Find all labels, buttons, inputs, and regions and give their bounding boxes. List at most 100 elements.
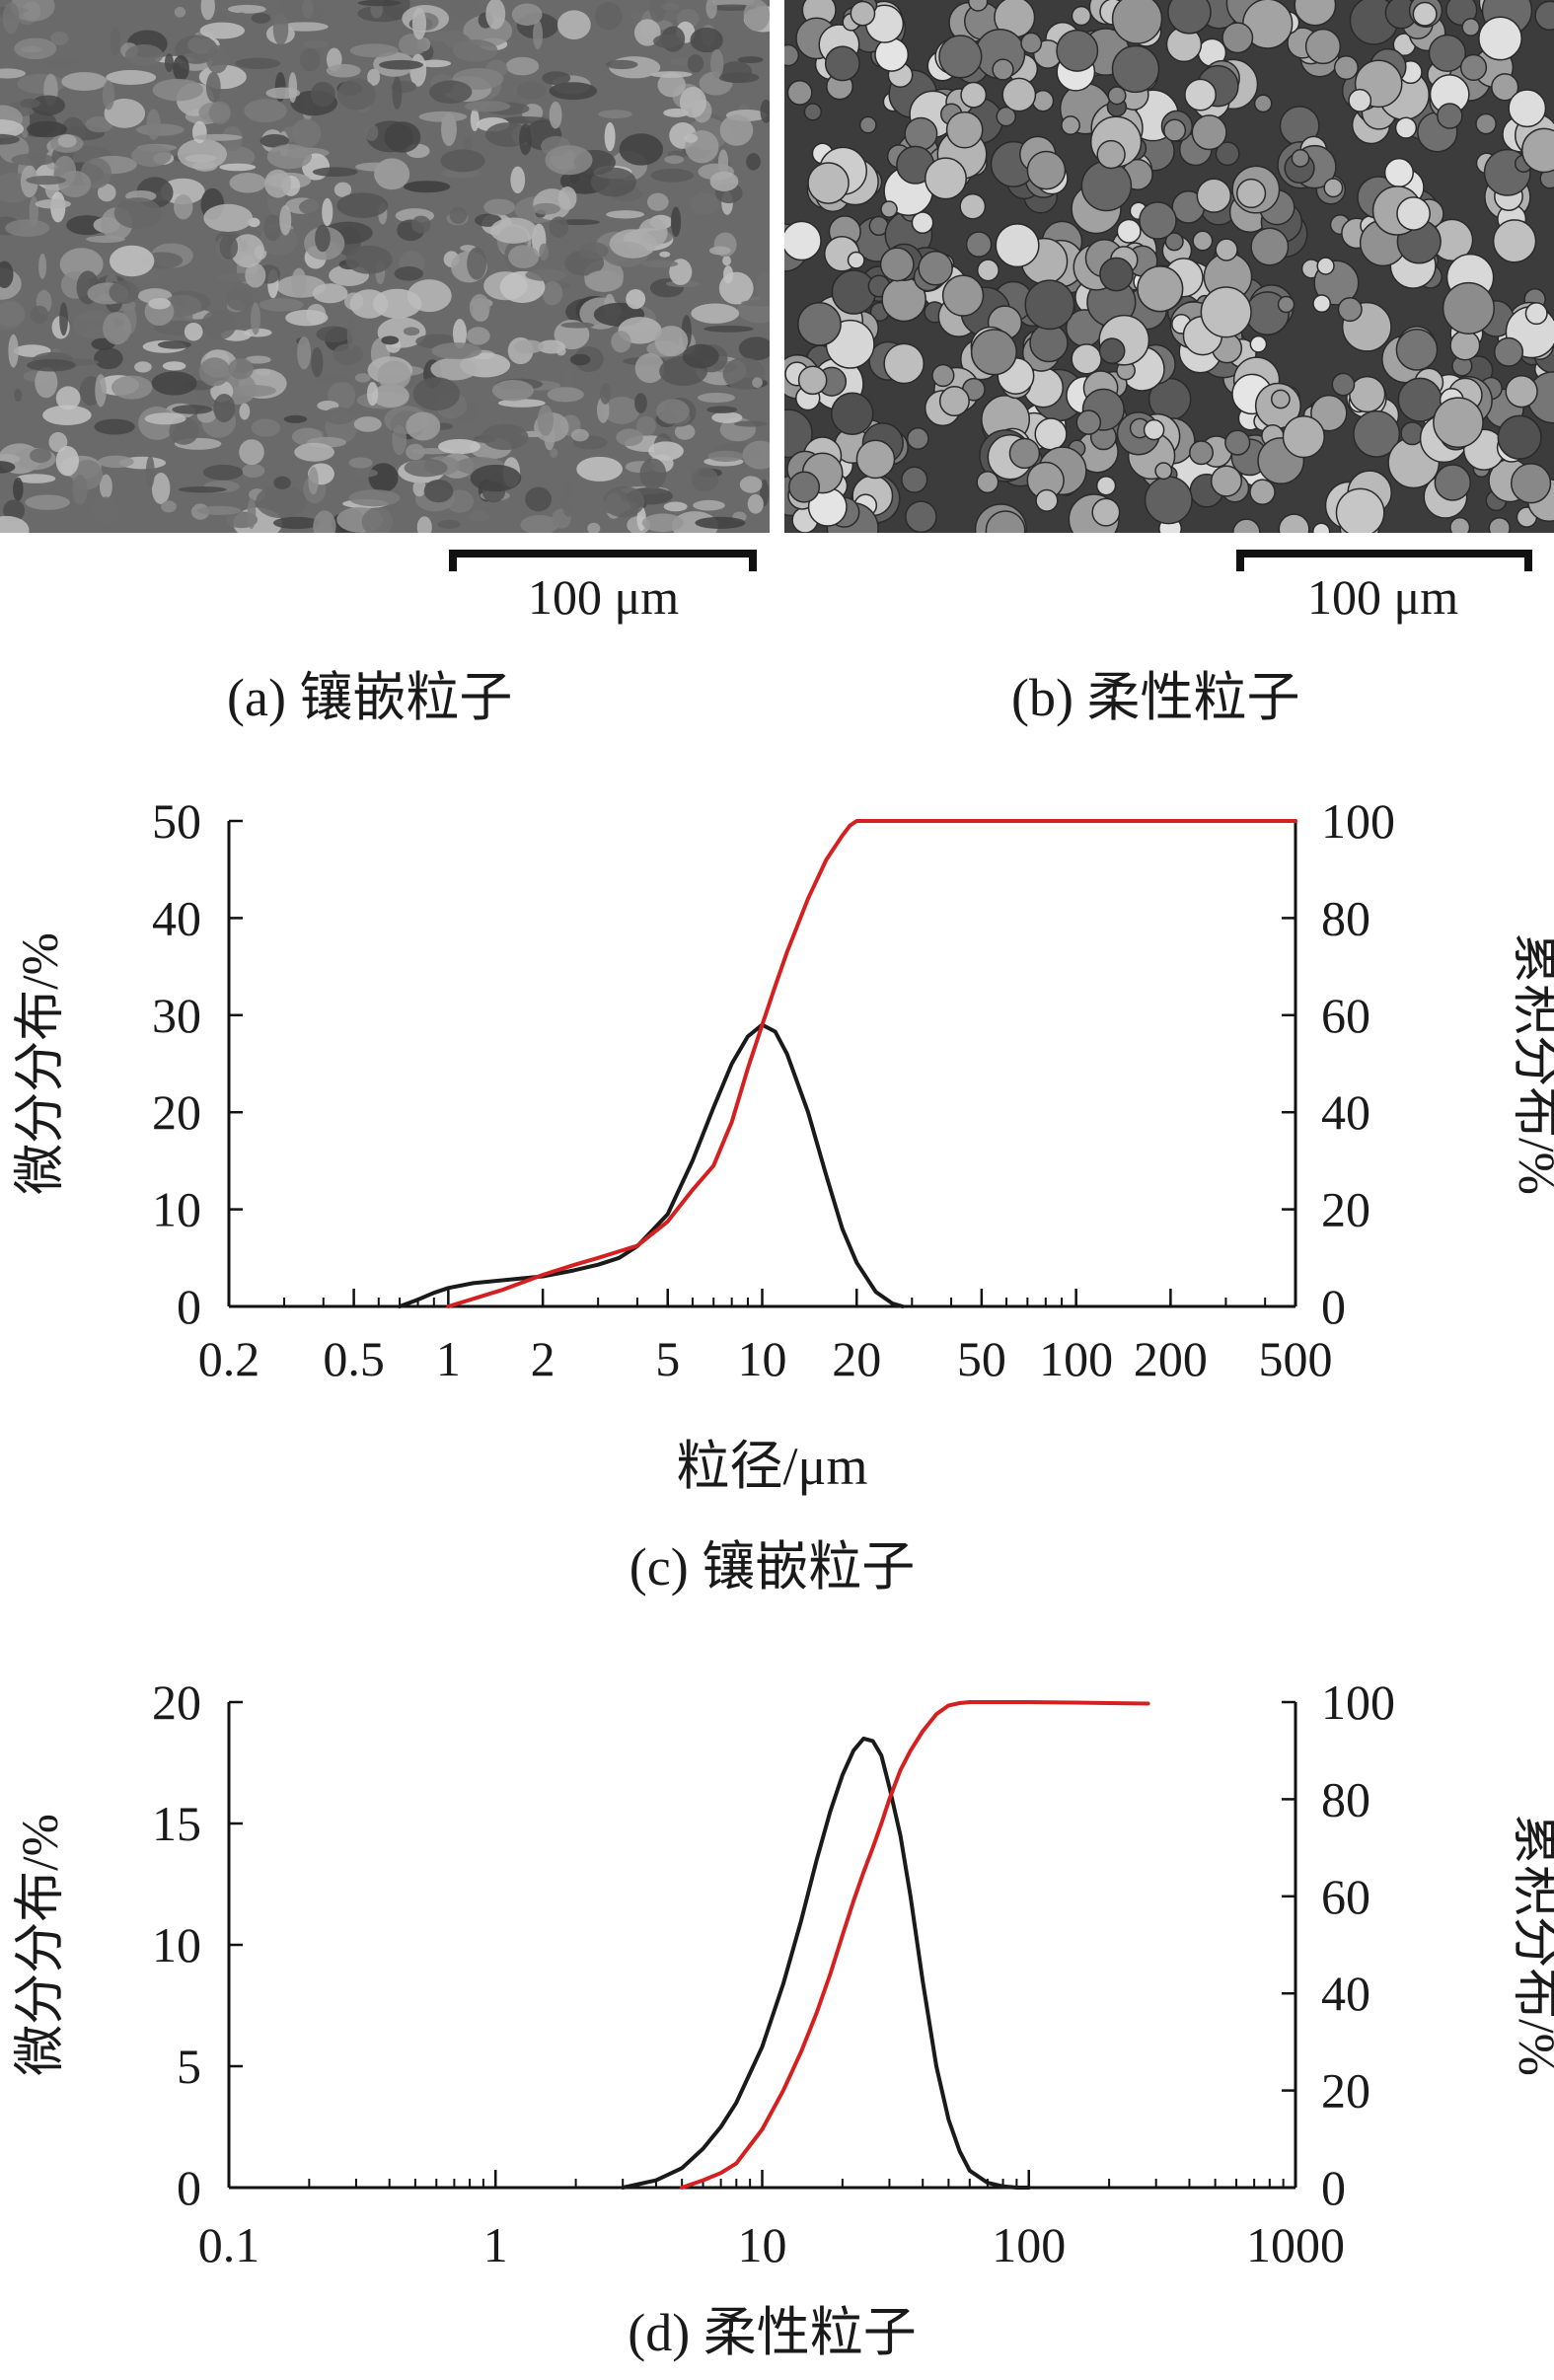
sem-grain [245, 262, 266, 288]
differential-distribution-line [621, 1736, 1031, 2190]
sem-particle [1253, 94, 1273, 113]
sem-grain [467, 247, 487, 280]
sem-grain [259, 298, 304, 312]
sem-grain [291, 267, 307, 298]
sem-grain [619, 133, 664, 166]
sem-grain [38, 253, 47, 279]
sem-particle [786, 79, 813, 106]
sem-particle [1167, 0, 1212, 35]
sem-particle [1491, 73, 1519, 102]
sem-grain [313, 510, 336, 533]
y-right-tick-label: 20 [1321, 2063, 1370, 2119]
sem-grain [152, 78, 203, 102]
sem-grain [604, 121, 616, 152]
sem-grain [16, 474, 56, 483]
sem-particle [1353, 409, 1401, 458]
sem-particle [1459, 53, 1488, 82]
sem-grain [230, 234, 265, 268]
sem-particle [1493, 336, 1524, 367]
sem-particle [1191, 114, 1227, 151]
sem-grain [708, 246, 731, 256]
sem-grain [743, 0, 770, 32]
x-tick-label: 1000 [1246, 2217, 1345, 2272]
sem-particle [1395, 329, 1439, 371]
sem-grain [10, 0, 55, 22]
sem-grain [299, 47, 321, 72]
differential-distribution-line [398, 1022, 905, 1308]
sem-particle [960, 81, 988, 109]
sem-grain [510, 166, 526, 194]
sem-grain [654, 326, 689, 357]
sem-texture-a [0, 0, 770, 533]
sem-grain [550, 448, 558, 459]
x-tick-label: 20 [832, 1331, 881, 1386]
sem-grain [470, 464, 522, 492]
sem-grain [29, 448, 52, 464]
sem-grain [315, 224, 331, 253]
sem-grain [670, 206, 682, 237]
sem-grain [283, 414, 308, 423]
sem-grain [312, 167, 358, 178]
y-right-tick-label: 60 [1321, 988, 1370, 1043]
sem-particle [1035, 488, 1059, 512]
sem-grain [669, 57, 693, 66]
sem-particle [968, 0, 989, 12]
sem-particle [1071, 343, 1102, 375]
sem-grain [193, 133, 243, 141]
sem-texture-b [784, 0, 1554, 533]
sem-grain [649, 71, 693, 78]
sem-grain [336, 192, 389, 218]
sem-grain [5, 219, 50, 237]
sem-particle [1461, 18, 1481, 37]
sem-grain [616, 428, 643, 447]
sem-grain [326, 63, 361, 78]
sem-particle [1137, 265, 1184, 313]
sem-grain [547, 387, 584, 403]
sem-grain [178, 485, 227, 493]
sem-grain [0, 301, 26, 328]
sem-grain [151, 472, 171, 505]
sem-grain [264, 169, 292, 198]
sem-grain [350, 469, 378, 478]
sem-grain [747, 493, 764, 514]
sem-particle [1116, 218, 1142, 244]
sem-grain [308, 467, 319, 495]
sem-grain [349, 43, 399, 58]
sem-grain [684, 133, 699, 143]
sem-grain [229, 172, 266, 193]
sem-grain [489, 217, 538, 244]
sem-particle [1192, 230, 1214, 252]
sem-grain [228, 357, 254, 380]
sem-grain [259, 134, 289, 148]
sem-particle [1508, 89, 1547, 128]
sem-particle [1164, 232, 1184, 252]
sem-particle [965, 231, 993, 258]
sem-grain [381, 335, 400, 345]
cumulative-distribution-line [680, 1700, 1150, 2190]
sem-grain [483, 198, 516, 216]
scale-label-b: 100 μm [1307, 569, 1459, 625]
sem-grain [219, 163, 257, 172]
sem-grain [333, 182, 352, 197]
y-left-tick-label: 10 [152, 1182, 201, 1237]
sem-grain [100, 474, 112, 499]
sem-grain [549, 82, 598, 101]
sem-grain [235, 57, 281, 69]
y-right-tick-label: 100 [1321, 793, 1395, 849]
x-tick-label: 100 [1039, 1331, 1113, 1386]
sem-grain [103, 311, 132, 345]
sem-particle [880, 200, 898, 218]
sem-grain [690, 192, 719, 215]
sem-particle [1437, 103, 1463, 129]
sem-grain [85, 115, 114, 133]
sem-particle [1154, 462, 1173, 481]
sem-grain [355, 162, 396, 172]
sem-particle [784, 409, 813, 459]
x-tick-label: 5 [655, 1331, 680, 1386]
x-axis-title: 粒径/μm [677, 1437, 868, 1496]
sem-grain [412, 479, 426, 497]
sem-grain [533, 20, 544, 50]
sem-particle [1510, 463, 1552, 504]
sem-grain [203, 203, 254, 232]
sem-particle [1312, 294, 1332, 314]
